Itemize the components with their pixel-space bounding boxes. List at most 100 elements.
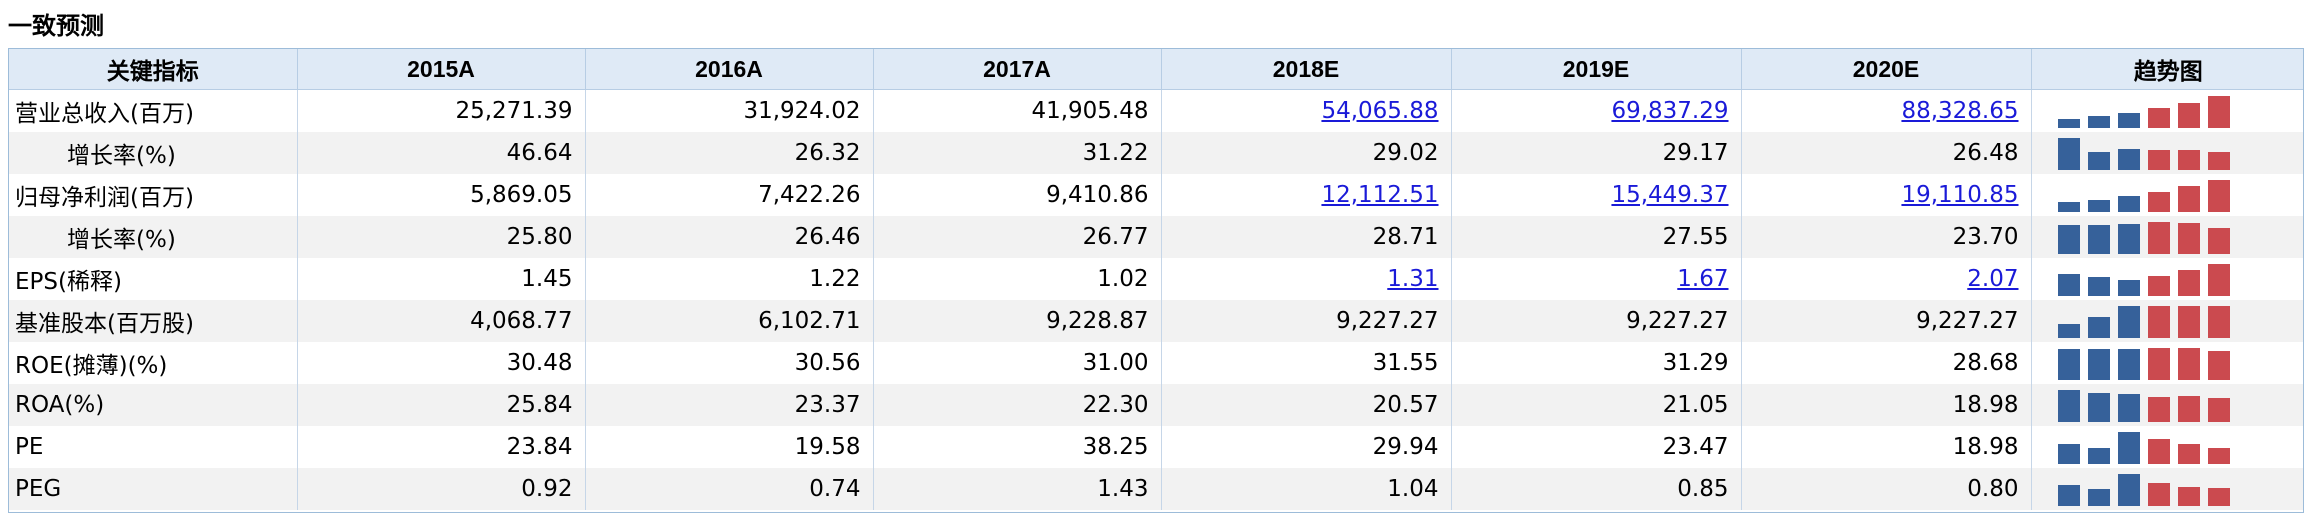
trend-bar-actual — [2117, 196, 2140, 212]
trend-bar-estimate — [2207, 96, 2230, 128]
value-cell: 28.68 — [1741, 342, 2032, 384]
value-cell: 15,449.37 — [1451, 174, 1742, 216]
trend-sparkline — [2031, 300, 2303, 342]
metric-label: EPS(稀释) — [9, 258, 298, 300]
value-cell: 2.07 — [1741, 258, 2032, 300]
trend-bar-actual — [2057, 274, 2080, 296]
value-cell: 28.71 — [1161, 216, 1452, 258]
value-cell: 23.37 — [585, 384, 874, 426]
forecast-value-link[interactable]: 1.31 — [1387, 266, 1439, 292]
trend-bar-estimate — [2147, 348, 2170, 380]
trend-bar-estimate — [2147, 150, 2170, 170]
metric-label: 归母净利润(百万) — [9, 174, 298, 216]
value-cell: 29.02 — [1161, 132, 1452, 174]
trend-bar-actual — [2087, 277, 2110, 296]
trend-sparkline — [2031, 468, 2303, 510]
metric-label: ROE(摊薄)(%) — [9, 342, 298, 384]
value-cell: 41,905.48 — [873, 89, 1162, 132]
value-cell: 69,837.29 — [1451, 89, 1742, 132]
value-cell: 25,271.39 — [297, 89, 586, 132]
trend-bar-estimate — [2177, 270, 2200, 296]
trend-bar-estimate — [2207, 264, 2230, 296]
metric-label: PE — [9, 426, 298, 468]
trend-bar-estimate — [2207, 228, 2230, 254]
trend-bar-actual — [2057, 349, 2080, 380]
value-cell: 27.55 — [1451, 216, 1742, 258]
forecast-value-link[interactable]: 15,449.37 — [1611, 182, 1729, 208]
forecast-value-link[interactable]: 19,110.85 — [1901, 182, 2019, 208]
value-cell: 20.57 — [1161, 384, 1452, 426]
trend-bar-estimate — [2207, 398, 2230, 422]
value-cell: 9,410.86 — [873, 174, 1162, 216]
section-title: 一致预测 — [8, 12, 104, 40]
forecast-value-link[interactable]: 69,837.29 — [1611, 98, 1729, 124]
trend-sparkline — [2031, 384, 2303, 426]
trend-bar-actual — [2057, 324, 2080, 338]
trend-bar-actual — [2117, 306, 2140, 338]
table-row: PEG 0.92 0.74 1.43 1.04 0.85 0.80 — [9, 468, 2303, 510]
value-cell: 38.25 — [873, 426, 1162, 468]
trend-bar-actual — [2087, 116, 2110, 128]
trend-bar-estimate — [2177, 444, 2200, 464]
trend-bar-actual — [2087, 393, 2110, 422]
metric-label: 营业总收入(百万) — [9, 89, 298, 132]
trend-sparkline — [2031, 90, 2303, 133]
value-cell: 1.04 — [1161, 468, 1452, 510]
trend-bar-actual — [2117, 113, 2140, 128]
trend-bar-estimate — [2177, 348, 2200, 380]
trend-bar-actual — [2057, 138, 2080, 170]
value-cell: 0.92 — [297, 468, 586, 510]
header-2019e: 2019E — [1451, 49, 1742, 90]
trend-bar-estimate — [2177, 150, 2200, 170]
trend-sparkline — [2031, 258, 2303, 300]
value-cell: 29.17 — [1451, 132, 1742, 174]
metric-label: PEG — [9, 468, 298, 510]
forecast-value-link[interactable]: 1.67 — [1677, 266, 1729, 292]
value-cell: 7,422.26 — [585, 174, 874, 216]
trend-bar-actual — [2087, 448, 2110, 464]
trend-bar-estimate — [2147, 439, 2170, 464]
trend-bar-estimate — [2177, 186, 2200, 212]
forecast-value-link[interactable]: 88,328.65 — [1901, 98, 2019, 124]
trend-bar-estimate — [2147, 222, 2170, 254]
trend-bar-estimate — [2147, 192, 2170, 212]
header-2015a: 2015A — [297, 49, 586, 90]
header-2016a: 2016A — [585, 49, 874, 90]
trend-bar-actual — [2087, 152, 2110, 170]
trend-bar-estimate — [2207, 152, 2230, 170]
trend-bar-estimate — [2177, 396, 2200, 422]
value-cell: 6,102.71 — [585, 300, 874, 342]
forecast-value-link[interactable]: 54,065.88 — [1321, 98, 1439, 124]
trend-bar-estimate — [2177, 103, 2200, 128]
value-cell: 31.00 — [873, 342, 1162, 384]
value-cell: 0.85 — [1451, 468, 1742, 510]
trend-bar-estimate — [2207, 306, 2230, 338]
trend-bar-actual — [2057, 444, 2080, 464]
value-cell: 21.05 — [1451, 384, 1742, 426]
forecast-table: 关键指标 2015A 2016A 2017A 2018E 2019E 2020E… — [9, 49, 2303, 510]
trend-bar-estimate — [2147, 276, 2170, 296]
value-cell: 25.84 — [297, 384, 586, 426]
value-cell: 25.80 — [297, 216, 586, 258]
value-cell: 31.55 — [1161, 342, 1452, 384]
value-cell: 46.64 — [297, 132, 586, 174]
table-row: ROA(%) 25.84 23.37 22.30 20.57 21.05 18.98 — [9, 384, 2303, 426]
trend-bar-actual — [2117, 349, 2140, 380]
trend-bar-actual — [2087, 200, 2110, 212]
value-cell: 26.77 — [873, 216, 1162, 258]
value-cell: 4,068.77 — [297, 300, 586, 342]
trend-bar-estimate — [2147, 397, 2170, 422]
trend-bar-estimate — [2207, 351, 2230, 380]
value-cell: 9,227.27 — [1161, 300, 1452, 342]
value-cell: 26.48 — [1741, 132, 2032, 174]
value-cell: 0.80 — [1741, 468, 2032, 510]
trend-bar-actual — [2087, 349, 2110, 380]
value-cell: 12,112.51 — [1161, 174, 1452, 216]
value-cell: 9,228.87 — [873, 300, 1162, 342]
trend-sparkline — [2031, 342, 2303, 384]
trend-bar-actual — [2057, 485, 2080, 506]
forecast-value-link[interactable]: 2.07 — [1967, 266, 2019, 292]
value-cell: 29.94 — [1161, 426, 1452, 468]
forecast-value-link[interactable]: 12,112.51 — [1321, 182, 1439, 208]
header-metric: 关键指标 — [9, 49, 298, 90]
